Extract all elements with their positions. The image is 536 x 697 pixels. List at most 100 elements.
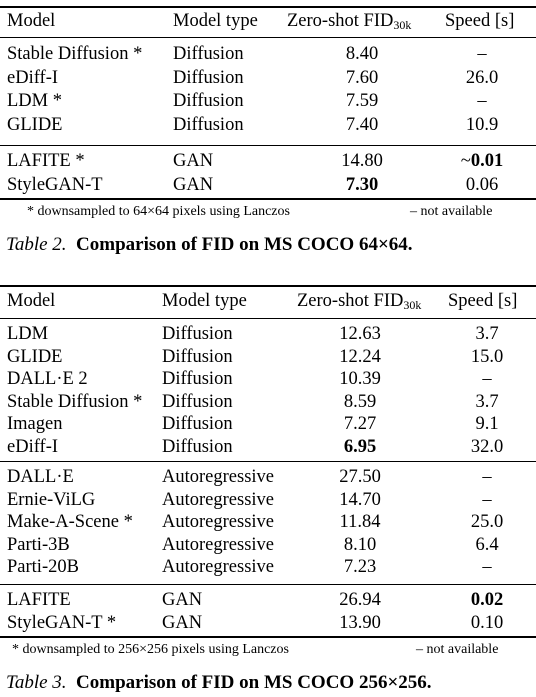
- header-speed: Speed [s]: [445, 11, 515, 31]
- table-row: LAFITE GAN 26.94 0.02: [0, 589, 536, 611]
- cell-model: Make-A-Scene *: [7, 512, 133, 533]
- header-fid: Zero-shot FID30k: [297, 291, 422, 312]
- header-model-type: Model type: [162, 291, 247, 311]
- table-row: StyleGAN-T * GAN 13.90 0.10: [0, 612, 536, 634]
- cell-model-type: Diffusion: [162, 437, 233, 457]
- table-row: Imagen Diffusion 7.27 9.1: [0, 413, 536, 435]
- cell-model: eDiff-I: [7, 437, 59, 457]
- cell-speed: 0.06: [442, 174, 522, 196]
- cell-model-type: Autoregressive: [162, 467, 274, 487]
- table-3-not-available-note: – not available: [416, 642, 499, 657]
- cell-model: eDiff-I: [7, 67, 59, 88]
- speed-value: 15.0: [470, 346, 504, 367]
- cell-speed: ~0.01: [442, 150, 522, 172]
- cell-model: Stable Diffusion *: [7, 44, 143, 64]
- cell-speed: –: [447, 466, 527, 488]
- table-row: Make-A-Scene * Autoregressive 11.84 25.0: [0, 511, 536, 533]
- table-2-caption: Table 2. Comparison of FID on MS COCO 64…: [6, 234, 413, 255]
- cell-model: GLIDE: [7, 114, 63, 135]
- cell-speed: 0.02: [447, 589, 527, 611]
- cell-model-type: Autoregressive: [162, 557, 274, 578]
- cell-model-type: Diffusion: [162, 369, 233, 390]
- table-row: LDM Diffusion 12.63 3.7: [0, 323, 536, 345]
- cell-model: StyleGAN-T: [7, 174, 103, 195]
- cell-model-type: Diffusion: [173, 67, 244, 88]
- cell-fid: 7.23: [343, 557, 377, 578]
- speed-value: 3.7: [475, 391, 499, 412]
- speed-value: 0.02: [470, 590, 504, 610]
- speed-value: 3.7: [475, 324, 499, 344]
- cell-model-type: GAN: [162, 590, 203, 610]
- cell-model-type: Autoregressive: [162, 512, 274, 533]
- cell-fid: 7.59: [345, 91, 379, 111]
- cell-model-type: GAN: [173, 151, 214, 171]
- cell-fid: 8.59: [343, 391, 377, 412]
- speed-value: 10.9: [465, 114, 499, 135]
- cell-speed: 9.1: [447, 413, 527, 435]
- table-row: eDiff-I Diffusion 6.95 32.0: [0, 436, 536, 458]
- cell-fid: 12.24: [339, 346, 381, 367]
- header-model: Model: [7, 291, 56, 311]
- cell-model-type: Autoregressive: [162, 489, 274, 510]
- speed-value: –: [482, 557, 492, 578]
- cell-speed: 26.0: [442, 67, 522, 89]
- cell-fid: 27.50: [339, 467, 381, 487]
- cell-fid: 14.70: [339, 489, 381, 510]
- speed-value: 0.01: [470, 151, 504, 171]
- cell-model-type: Diffusion: [173, 44, 244, 64]
- cell-speed: 3.7: [447, 323, 527, 345]
- table-row: Stable Diffusion * Diffusion 8.40 –: [0, 43, 536, 65]
- table-2-not-available-note: – not available: [410, 204, 493, 219]
- table-row: LAFITE * GAN 14.80 ~0.01: [0, 150, 536, 172]
- cell-fid: 7.27: [343, 414, 377, 435]
- table-row: StyleGAN-T GAN 7.30 0.06: [0, 174, 536, 196]
- cell-speed: –: [447, 489, 527, 511]
- table-row: DALL·E Autoregressive 27.50 –: [0, 466, 536, 488]
- speed-value: –: [482, 489, 492, 510]
- cell-fid: 7.40: [345, 114, 379, 135]
- cell-speed: 0.10: [447, 612, 527, 634]
- cell-model-type: GAN: [162, 612, 203, 633]
- table-row: Parti-20B Autoregressive 7.23 –: [0, 556, 536, 578]
- cell-fid: 14.80: [341, 151, 383, 171]
- cell-model: DALL·E 2: [7, 369, 88, 390]
- table-row: GLIDE Diffusion 7.40 10.9: [0, 114, 536, 136]
- cell-model-type: Diffusion: [162, 414, 233, 435]
- table-3-footnote: * downsampled to 256×256 pixels using La…: [12, 642, 289, 657]
- cell-speed: 10.9: [442, 114, 522, 136]
- cell-model: DALL·E: [7, 467, 74, 487]
- cell-model-type: Diffusion: [173, 91, 244, 111]
- cell-model: LDM: [7, 324, 49, 344]
- cell-model-type: Diffusion: [162, 346, 233, 367]
- speed-value: 9.1: [475, 414, 499, 435]
- cell-fid: 8.40: [345, 44, 379, 64]
- cell-model: LDM *: [7, 91, 62, 111]
- cell-speed: 25.0: [447, 511, 527, 533]
- cell-speed: –: [442, 43, 522, 65]
- header-speed: Speed [s]: [448, 291, 518, 311]
- table-row: Parti-3B Autoregressive 8.10 6.4: [0, 534, 536, 556]
- cell-fid: 13.90: [339, 612, 381, 633]
- cell-model: Stable Diffusion *: [7, 391, 143, 412]
- table-row: Ernie-ViLG Autoregressive 14.70 –: [0, 489, 536, 511]
- cell-model: LAFITE: [7, 590, 71, 610]
- header-fid: Zero-shot FID30k: [287, 11, 412, 32]
- cell-speed: –: [442, 90, 522, 112]
- table-row: GLIDE Diffusion 12.24 15.0: [0, 346, 536, 368]
- cell-fid: 11.84: [339, 512, 381, 533]
- speed-value: 0.06: [465, 174, 499, 195]
- table-row: eDiff-I Diffusion 7.60 26.0: [0, 67, 536, 89]
- cell-model: StyleGAN-T *: [7, 612, 117, 633]
- cell-fid: 10.39: [339, 369, 381, 390]
- cell-fid: 12.63: [339, 324, 381, 344]
- cell-model-type: GAN: [173, 174, 214, 195]
- cell-fid: 26.94: [339, 590, 381, 610]
- cell-model: Parti-3B: [7, 534, 70, 555]
- cell-speed: –: [447, 556, 527, 578]
- table-row: LDM * Diffusion 7.59 –: [0, 90, 536, 112]
- speed-value: 0.10: [470, 612, 504, 633]
- cell-model-type: Autoregressive: [162, 534, 274, 555]
- table-3-caption: Table 3. Comparison of FID on MS COCO 25…: [6, 672, 432, 693]
- cell-model: GLIDE: [7, 346, 63, 367]
- table-2-header-row: Model Model type Zero-shot FID30k Speed …: [0, 10, 536, 32]
